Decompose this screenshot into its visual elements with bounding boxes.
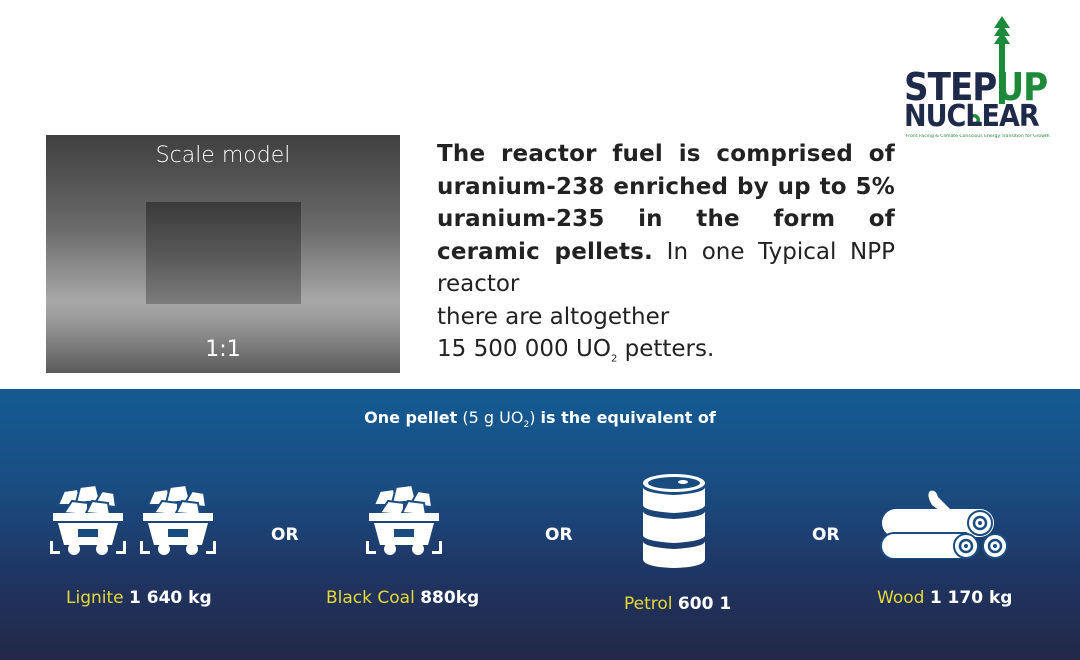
black-coal-caption: Black Coal 880kg [326, 588, 480, 608]
logo-arrow-icon [968, 16, 1010, 126]
coal-cart-icon [366, 484, 443, 556]
description-bold: The reactor fuel is comprised of uranium… [437, 141, 895, 265]
or-label: OR [545, 525, 573, 545]
petrol-caption: Petrol 600 1 [624, 594, 732, 614]
equivalent-band: One pellet (5 g UO2) is the equivalent o… [0, 389, 1080, 660]
oil-barrel-icon [643, 474, 705, 568]
wood-logs-icon [880, 490, 1008, 559]
pellet-placeholder [146, 202, 301, 304]
logo-nuclear-text: NUCLEAR [904, 99, 1040, 134]
scale-model-panel: Scale model 1:1 [46, 135, 400, 373]
equivalent-title: One pellet (5 g UO2) is the equivalent o… [364, 408, 716, 431]
or-label: OR [812, 525, 840, 545]
or-label: OR [271, 525, 299, 545]
coal-cart-icon [50, 484, 127, 556]
description-normal-c: 15 500 000 UO2 petters. [437, 336, 715, 365]
step-up-nuclear-logo: STEPUP NUCLEAR Front Facing & Climate Co… [902, 14, 1074, 146]
description-normal-b: there are altogether [437, 303, 670, 330]
scale-ratio: 1:1 [205, 337, 241, 362]
logo-step-text: STEPUP [904, 65, 1048, 109]
scale-model-title: Scale model [155, 143, 291, 168]
lignite-caption: Lignite 1 640 kg [66, 588, 212, 608]
wood-caption: Wood 1 170 kg [877, 588, 1013, 608]
reactor-fuel-description: The reactor fuel is comprised of uranium… [437, 138, 895, 376]
logo-tagline: Front Facing & Climate Conscious Energy … [906, 134, 1050, 139]
description-normal-a: In one Typical NPP reactor [437, 238, 895, 298]
coal-cart-icon [140, 484, 217, 556]
